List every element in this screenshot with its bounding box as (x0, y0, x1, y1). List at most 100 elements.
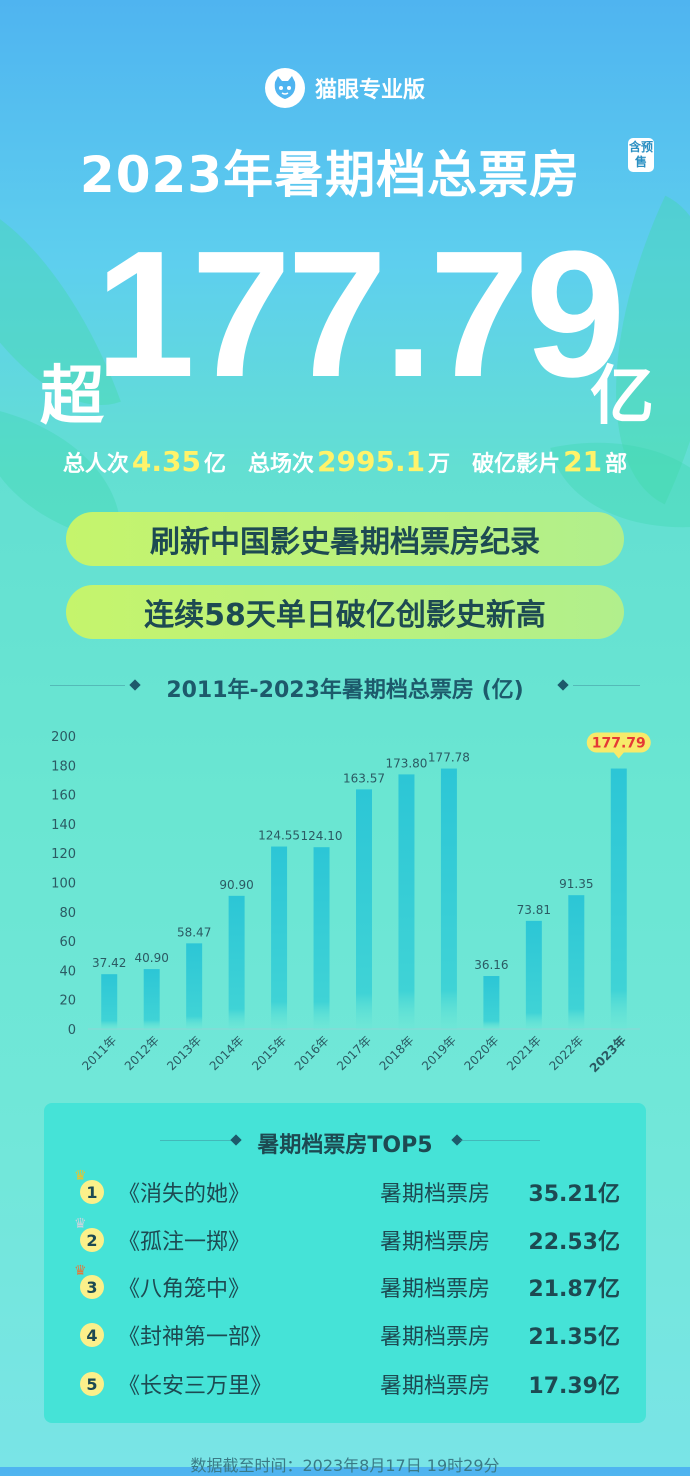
rank-badge: ♛ 1 (74, 1168, 104, 1204)
top5-card (44, 1103, 646, 1423)
box-office-value: 17.39亿 (528, 1374, 620, 1399)
gold-crown-icon: ♛ (74, 1168, 87, 1184)
bronze-crown-icon: ♛ (74, 1263, 87, 1279)
data-label: 37.42 (92, 956, 126, 970)
stat-screenings: 总场次 2995.1 万 (248, 445, 450, 478)
stat-value: 2995.1 (317, 445, 426, 478)
highlight-badge-pointer (613, 752, 624, 759)
data-label: 124.10 (301, 829, 343, 843)
data-label: 163.57 (343, 771, 385, 785)
data-label: 73.81 (517, 903, 551, 917)
bar (101, 974, 118, 1029)
bar (610, 768, 627, 1029)
data-timestamp: 数据截至时间：2023年8月17日 19时29分 (190, 1456, 500, 1475)
headline-unit: 亿 (590, 360, 654, 434)
data-label: 173.80 (385, 756, 427, 770)
box-office-label: 暑期档票房 (380, 1325, 491, 1350)
y-tick-label: 80 (59, 906, 76, 921)
data-label: 36.16 (474, 958, 508, 972)
x-tick-label: 2015年 (249, 1033, 289, 1073)
movie-title: 《封神第一部》 (118, 1325, 273, 1350)
top5-row: 4 《封神第一部》 暑期档票房 21.35亿 (80, 1315, 620, 1355)
title-divider (50, 685, 125, 686)
data-label: 40.90 (135, 951, 169, 965)
x-tick-label: 2020年 (462, 1033, 502, 1073)
cat-logo-icon (264, 68, 305, 108)
page-title: 2023年暑期档总票房 (79, 146, 581, 204)
record-pill: 连续58天单日破亿创影史新高 (66, 585, 624, 639)
rank-badge: 4 (80, 1323, 104, 1347)
box-office-label: 暑期档票房 (380, 1182, 491, 1207)
stat-unit: 万 (428, 452, 451, 477)
x-tick-label: 2013年 (164, 1033, 204, 1073)
silver-crown-icon: ♛ (74, 1216, 87, 1232)
x-tick-label: 2022年 (546, 1033, 586, 1073)
chart-title: 2011年-2023年暑期档总票房 (亿) (166, 678, 524, 703)
box-office-value: 22.53亿 (528, 1230, 620, 1255)
x-tick-label: 2017年 (334, 1033, 374, 1073)
box-office-value: 21.87亿 (528, 1277, 620, 1302)
stat-unit: 部 (605, 452, 628, 477)
top5-row: ♛ 1 《消失的她》 暑期档票房 35.21亿 (74, 1168, 620, 1212)
top5-row: ♛ 2 《孤注一掷》 暑期档票房 22.53亿 (74, 1216, 620, 1260)
headline-prefix: 超 (40, 360, 104, 434)
x-tick-label: 2021年 (504, 1033, 544, 1073)
bar (398, 774, 415, 1029)
stat-films: 破亿影片 21 部 (472, 445, 627, 478)
y-tick-label: 160 (51, 789, 76, 804)
x-tick-label: 2014年 (207, 1033, 247, 1073)
x-tick-label: 2011年 (79, 1033, 119, 1073)
x-tick-label: 2016年 (292, 1033, 332, 1073)
movie-title: 《长安三万里》 (118, 1374, 273, 1399)
rank-badge: ♛ 3 (74, 1263, 104, 1299)
movie-title: 《孤注一掷》 (118, 1230, 251, 1255)
bar (356, 789, 372, 1029)
box-office-value: 21.35亿 (528, 1325, 620, 1350)
stats-row: 总人次 4.35 亿 总场次 2995.1 万 破亿影片 21 部 (0, 445, 690, 478)
headline-total: 超 177.79 亿 (0, 214, 690, 435)
data-label: 177.79 (592, 736, 646, 752)
y-tick-label: 180 (51, 759, 76, 774)
movie-title: 《八角笼中》 (118, 1277, 251, 1302)
top5-row: ♛ 3 《八角笼中》 暑期档票房 21.87亿 (74, 1263, 620, 1307)
y-tick-label: 0 (68, 1023, 76, 1038)
bar (143, 969, 160, 1029)
data-label: 91.35 (559, 877, 593, 891)
movie-title: 《消失的她》 (118, 1182, 251, 1207)
rank-badge: 5 (80, 1372, 104, 1396)
stat-value: 4.35 (131, 445, 201, 478)
stat-unit: 亿 (204, 452, 227, 477)
stat-value: 21 (563, 445, 603, 478)
stat-label: 破亿影片 (472, 452, 561, 477)
rank-badge: ♛ 2 (74, 1216, 104, 1252)
y-tick-label: 200 (51, 730, 76, 745)
brand-name: 猫眼专业版 (314, 78, 425, 103)
data-label: 90.90 (219, 878, 253, 892)
brand-header: 猫眼专业版 (0, 68, 690, 108)
presale-badge: 含预售 (628, 138, 654, 172)
bar (483, 976, 500, 1029)
bar (568, 895, 585, 1029)
bar (525, 920, 542, 1029)
bar (271, 846, 288, 1029)
box-office-value: 35.21亿 (528, 1182, 620, 1207)
box-office-label: 暑期档票房 (380, 1374, 491, 1399)
box-office-label: 暑期档票房 (380, 1277, 491, 1302)
title-divider (460, 1140, 540, 1141)
top5-row: 5 《长安三万里》 暑期档票房 17.39亿 (80, 1364, 620, 1404)
y-tick-label: 60 (59, 935, 76, 950)
x-tick-label: 2012年 (122, 1033, 162, 1073)
data-label: 58.47 (177, 925, 211, 939)
headline-value: 177.79 (95, 214, 626, 415)
x-tick-label: 2019年 (419, 1033, 459, 1073)
bar (186, 943, 203, 1029)
top5-title: 暑期档票房TOP5 (257, 1133, 433, 1158)
y-tick-label: 140 (51, 818, 76, 833)
y-tick-label: 40 (59, 964, 76, 979)
highlight-badge (586, 732, 651, 753)
title-divider (160, 1140, 240, 1141)
bar (313, 847, 330, 1029)
stat-label: 总人次 (62, 452, 129, 477)
y-tick-label: 120 (51, 847, 76, 862)
record-pill: 刷新中国影史暑期档票房纪录 (66, 512, 624, 566)
